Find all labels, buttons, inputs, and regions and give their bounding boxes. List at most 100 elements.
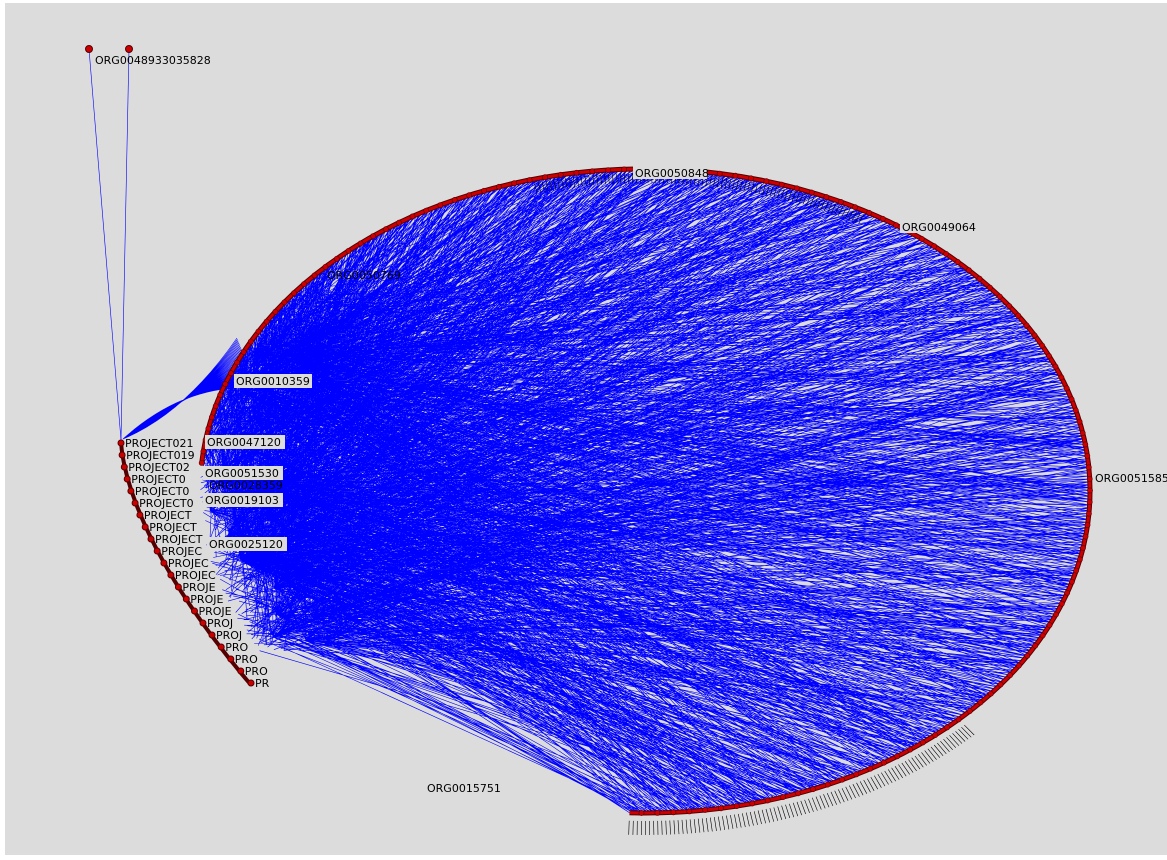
ring-node[interactable] (212, 403, 219, 409)
node-top-left-b[interactable] (125, 45, 133, 53)
ring-node[interactable] (907, 746, 914, 753)
ring-node[interactable] (1024, 652, 1031, 659)
ring-node[interactable] (451, 196, 458, 203)
ring-node[interactable] (205, 425, 212, 432)
ring-node[interactable] (1068, 396, 1075, 403)
ring-node[interactable] (370, 233, 376, 239)
ring-node[interactable] (954, 258, 961, 265)
ring-node[interactable] (780, 794, 786, 800)
project-node[interactable] (182, 595, 190, 603)
ring-node[interactable] (1080, 545, 1086, 551)
ring-node[interactable] (409, 213, 416, 220)
ring-node[interactable] (943, 250, 949, 257)
ring-node[interactable] (748, 175, 754, 182)
ring-node[interactable] (247, 338, 254, 345)
ring-node[interactable] (605, 167, 612, 173)
ring-node[interactable] (333, 255, 340, 262)
ring-node[interactable] (1086, 476, 1093, 482)
ring-node[interactable] (208, 414, 215, 421)
ring-node[interactable] (955, 716, 962, 723)
ring-node[interactable] (1031, 332, 1038, 339)
ring-node[interactable] (1085, 464, 1092, 471)
project-node[interactable] (141, 523, 149, 531)
network-graph-canvas[interactable]: ORG0048933035828 ORG0050848 ORG0049064 O… (5, 3, 1167, 855)
ring-node[interactable] (931, 243, 938, 250)
ring-node[interactable] (263, 318, 270, 325)
ring-node[interactable] (894, 753, 901, 760)
ring-node[interactable] (966, 708, 973, 714)
ring-node[interactable] (217, 392, 224, 398)
project-node[interactable] (153, 547, 161, 555)
ring-node[interactable] (702, 807, 709, 813)
ring-node[interactable] (357, 240, 364, 247)
project-node[interactable] (191, 607, 198, 615)
project-node[interactable] (123, 475, 131, 483)
ring-node[interactable] (838, 198, 844, 205)
ring-node[interactable] (1082, 533, 1089, 540)
ring-node[interactable] (1039, 632, 1046, 639)
ring-node[interactable] (557, 171, 564, 178)
ring-node[interactable] (511, 180, 518, 187)
ring-node[interactable] (932, 732, 939, 738)
ring-node[interactable] (918, 235, 925, 242)
ring-node[interactable] (670, 809, 677, 816)
project-node[interactable] (237, 667, 245, 675)
project-node[interactable] (208, 631, 216, 639)
ring-node[interactable] (1046, 353, 1052, 359)
project-node[interactable] (160, 559, 168, 567)
ring-node[interactable] (1077, 556, 1083, 563)
ring-node[interactable] (881, 759, 887, 766)
ring-node[interactable] (301, 281, 307, 287)
ring-node[interactable] (281, 299, 288, 306)
ring-node[interactable] (573, 169, 580, 176)
ring-node[interactable] (1079, 430, 1086, 436)
project-node[interactable] (174, 583, 182, 591)
ring-node[interactable] (1032, 642, 1039, 649)
ring-node[interactable] (198, 459, 205, 466)
ring-node[interactable] (1053, 611, 1059, 618)
ring-node[interactable] (1046, 622, 1053, 628)
ring-node[interactable] (496, 183, 502, 190)
ring-node[interactable] (1064, 589, 1071, 596)
project-node[interactable] (217, 643, 225, 651)
ring-node[interactable] (1084, 452, 1091, 459)
ring-node[interactable] (996, 293, 1003, 300)
ring-node[interactable] (1052, 363, 1059, 370)
ring-node[interactable] (291, 290, 297, 296)
ring-node[interactable] (1086, 499, 1093, 505)
ring-node[interactable] (1076, 418, 1083, 425)
ring-node[interactable] (824, 781, 831, 788)
ring-node[interactable] (1063, 385, 1070, 392)
project-node[interactable] (136, 511, 144, 519)
network-graph-svg[interactable]: ORG0048933035828 ORG0050848 ORG0049064 O… (5, 3, 1167, 855)
ring-node[interactable] (944, 724, 950, 731)
ring-node[interactable] (1086, 510, 1092, 517)
project-node[interactable] (147, 535, 155, 543)
ring-node[interactable] (997, 681, 1004, 688)
ring-node[interactable] (437, 202, 444, 208)
ring-node[interactable] (987, 284, 993, 291)
ring-node[interactable] (976, 275, 983, 282)
ring-node[interactable] (764, 797, 771, 804)
ring-node[interactable] (1006, 303, 1013, 309)
ring-node[interactable] (345, 247, 352, 254)
ring-node[interactable] (749, 800, 756, 807)
ring-node[interactable] (987, 690, 994, 697)
project-node[interactable] (247, 679, 255, 687)
ring-node[interactable] (763, 178, 770, 185)
ring-node[interactable] (589, 168, 596, 175)
ring-node[interactable] (1058, 600, 1065, 607)
ring-node[interactable] (227, 370, 234, 377)
ring-node[interactable] (1084, 522, 1091, 528)
ring-node[interactable] (966, 267, 972, 274)
ring-node[interactable] (893, 222, 899, 229)
ring-node[interactable] (1016, 662, 1022, 669)
node-top-left-a[interactable] (85, 45, 93, 53)
ring-node[interactable] (200, 448, 207, 455)
ring-node[interactable] (1087, 487, 1093, 494)
ring-node[interactable] (793, 185, 800, 192)
project-node[interactable] (127, 487, 135, 495)
project-node[interactable] (227, 655, 235, 663)
ring-node[interactable] (1007, 672, 1013, 679)
project-node[interactable] (117, 439, 125, 447)
